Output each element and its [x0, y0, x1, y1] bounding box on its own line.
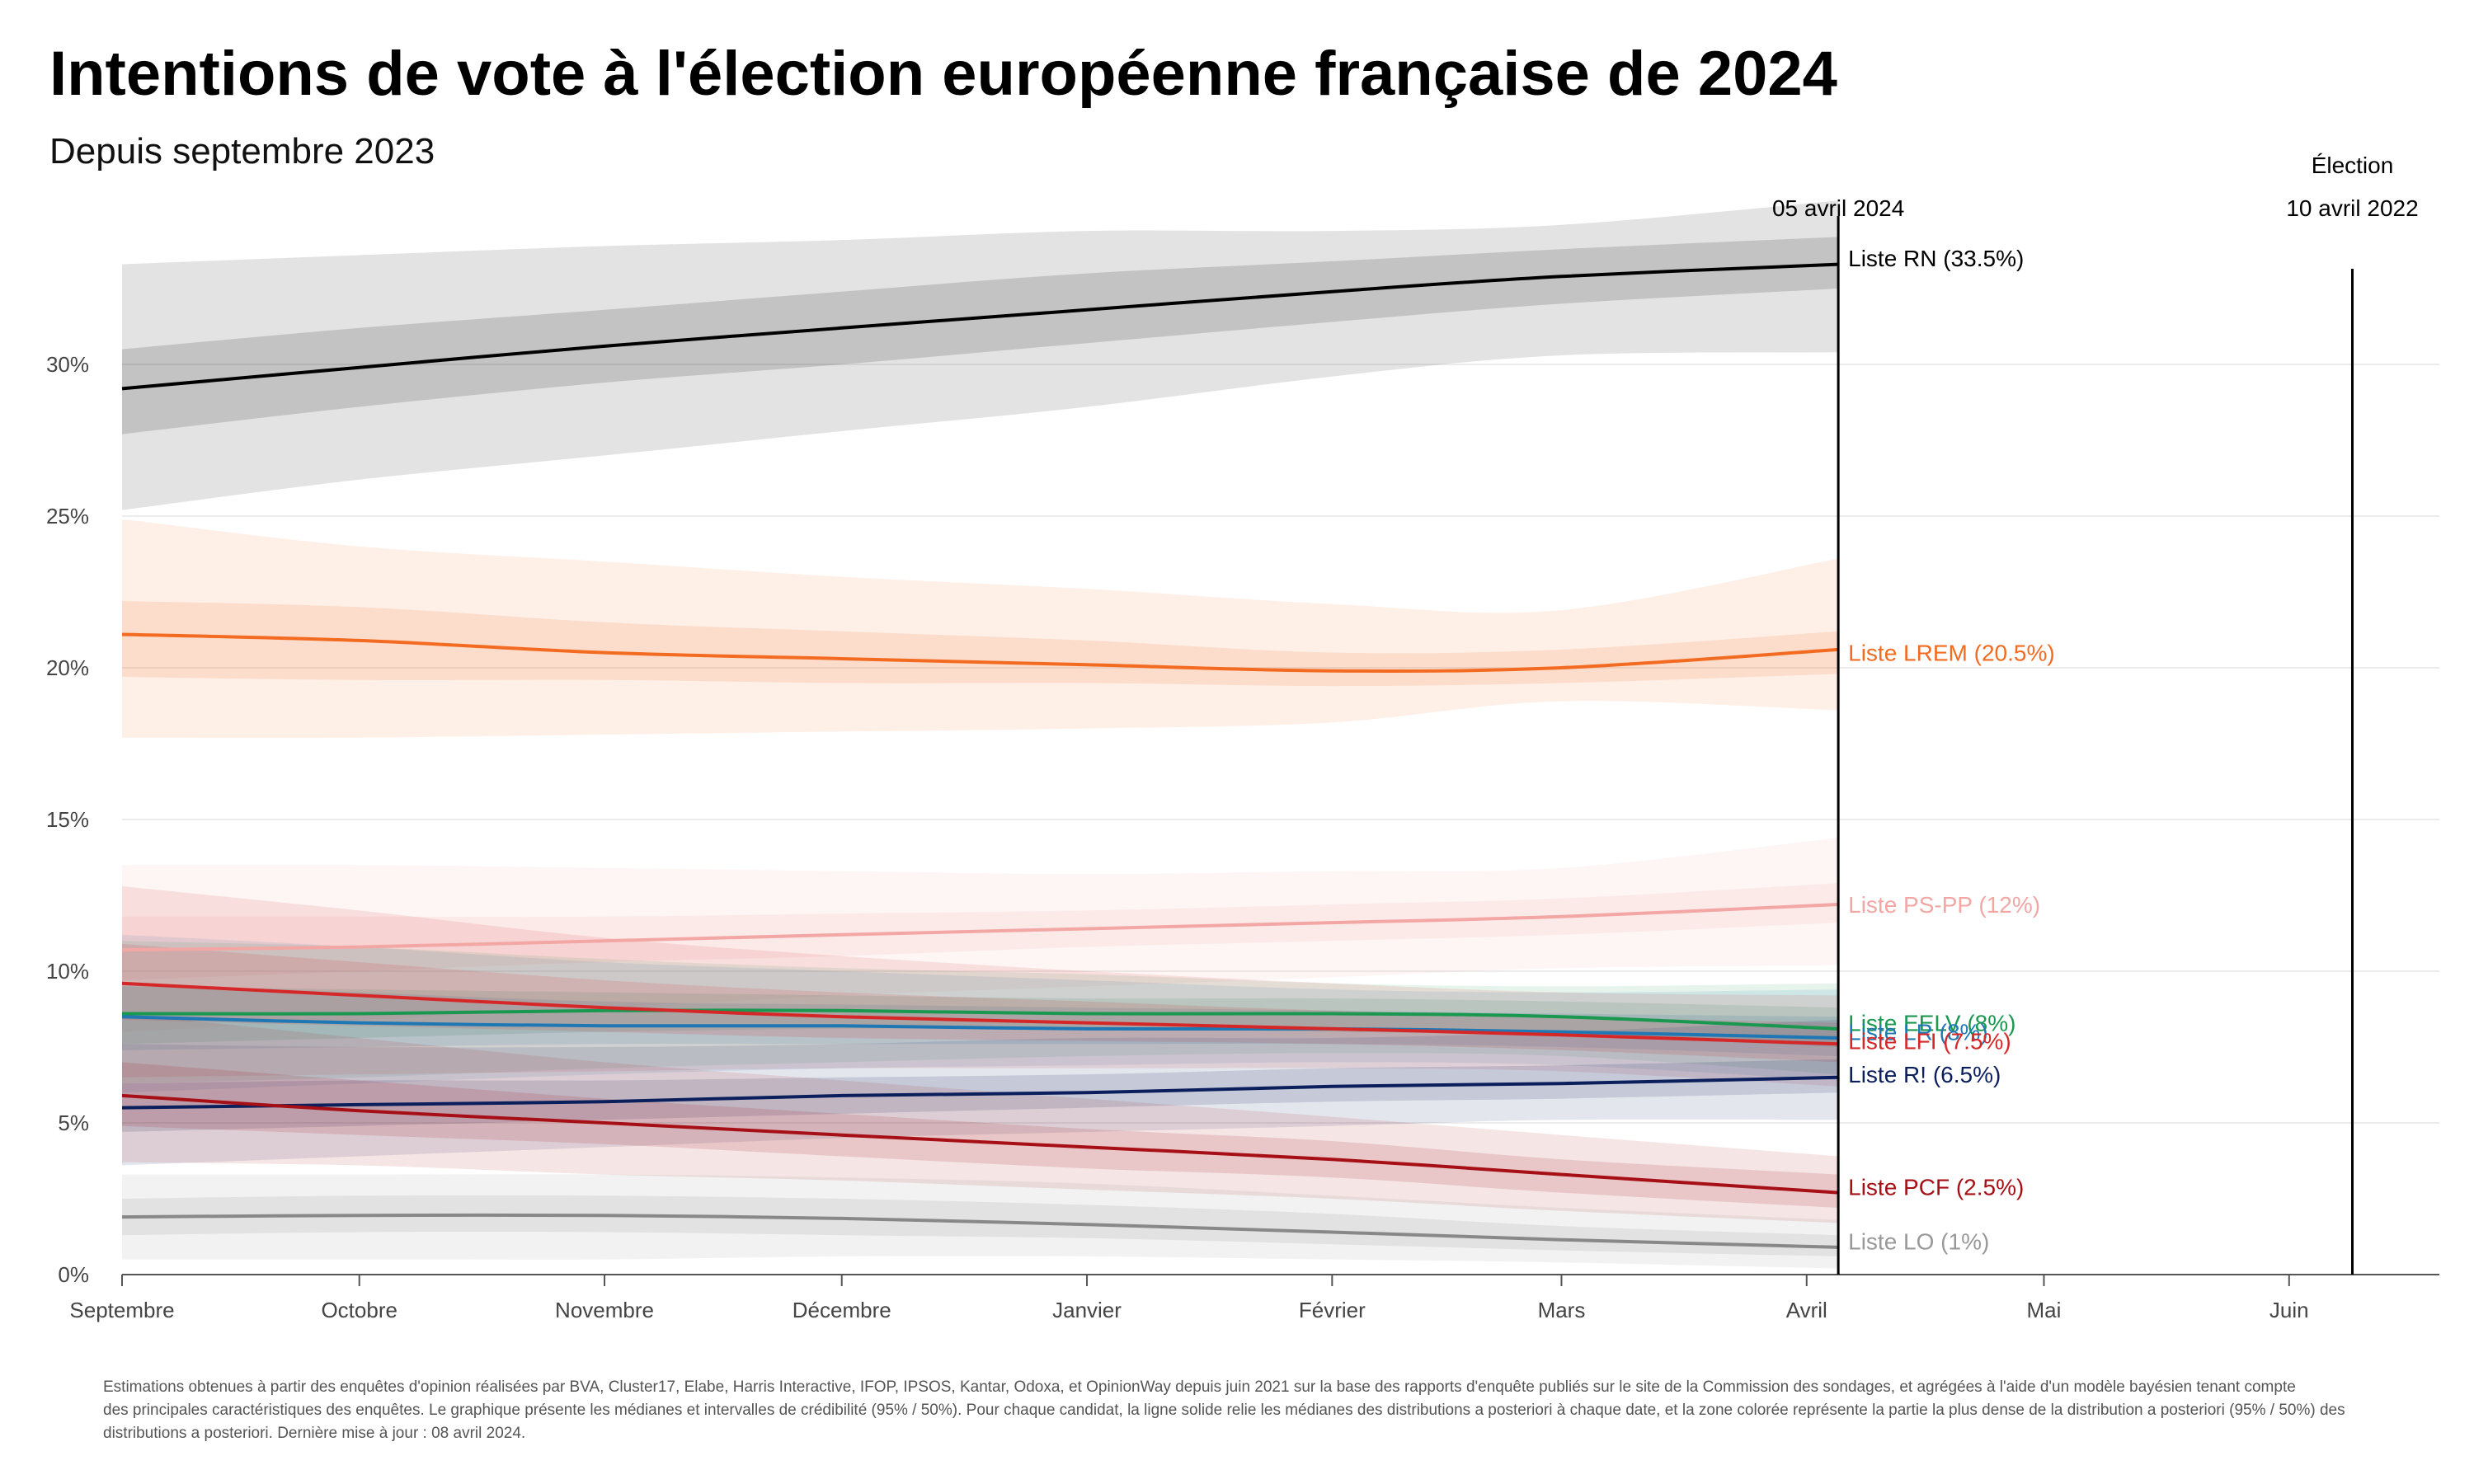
x-tick-label: Septembre [69, 1298, 174, 1322]
y-tick-label: 30% [46, 352, 89, 377]
x-tick-label: Avril [1786, 1298, 1827, 1322]
series-line-8 [121, 1213, 1839, 1249]
chart-subtitle: Depuis septembre 2023 [49, 131, 435, 171]
y-tick-label: 20% [46, 655, 89, 680]
y-tick-label: 0% [58, 1262, 89, 1287]
footnote-line: distributions a posteriori. Dernière mis… [103, 1425, 525, 1442]
marker-label-0: 05 avril 2024 [1772, 195, 1904, 221]
y-tick-label: 25% [46, 504, 89, 528]
band-95-5 [122, 886, 1839, 1087]
series-label-2: Liste PS-PP (12%) [1848, 892, 2040, 918]
grid-lines [122, 364, 2439, 1124]
marker-label-1: Élection [2312, 153, 2394, 178]
series-line-0 [121, 262, 1839, 391]
band-95-1 [122, 519, 1839, 738]
x-tick-label: Mars [1538, 1298, 1586, 1322]
axes: 0% 5% 10% 15% 20% 25% 30% Septembre Octobre Novem… [46, 352, 2439, 1322]
x-tick-label: Octobre [321, 1298, 397, 1322]
y-tick-label: 10% [46, 959, 89, 984]
band-95-2 [122, 838, 1839, 1032]
series-labels: Liste RN (33.5%) Liste LREM (20.5%) Liste … [1848, 246, 2055, 1254]
y-tick-label: 15% [46, 807, 89, 832]
series-label-0: Liste RN (33.5%) [1848, 246, 2024, 271]
credibility-bands [122, 200, 1839, 1269]
series-label-8: Liste LO (1%) [1848, 1229, 1989, 1255]
series-label-7: Liste PCF (2.5%) [1848, 1174, 2024, 1200]
x-tick-label: Janvier [1052, 1298, 1122, 1322]
band-50-7 [122, 1062, 1839, 1208]
x-tick-label: Novembre [555, 1298, 654, 1322]
series-label-5: Liste LFI (7.5%) [1848, 1029, 2011, 1054]
series-line-1 [121, 632, 1839, 673]
footnote-line: Estimations obtenues à partir des enquêt… [103, 1378, 2296, 1396]
band-50-8 [122, 1195, 1839, 1256]
series-label-1: Liste LREM (20.5%) [1848, 641, 2055, 666]
x-tick-label: Mai [2027, 1298, 2062, 1322]
series-label-6: Liste R! (6.5%) [1848, 1062, 2001, 1087]
band-50-1 [122, 601, 1839, 687]
band-95-7 [122, 1013, 1839, 1223]
date-markers: 05 avril 2024 Élection 10 avril 2022 [1772, 153, 2419, 1275]
chart-title: Intentions de vote à l'élection européen… [49, 39, 1837, 109]
band-95-0 [122, 200, 1839, 510]
series-line-7 [121, 1093, 1839, 1195]
x-tick-label: Décembre [793, 1298, 891, 1322]
band-50-5 [122, 943, 1839, 1063]
footnote: Estimations obtenues à partir des enquêt… [103, 1378, 2345, 1442]
series-line-6 [121, 1075, 1839, 1110]
y-tick-label: 5% [58, 1111, 89, 1135]
x-tick-label: Février [1299, 1298, 1366, 1322]
series-line-4 [121, 1015, 1839, 1040]
series-label-3: Liste EELV (8%) [1848, 1011, 2015, 1036]
footnote-line: des principales caractéristiques des enq… [103, 1402, 2345, 1419]
marker-label-1: 10 avril 2022 [2286, 195, 2418, 221]
x-tick-label: Juin [2269, 1298, 2309, 1322]
series-line-2 [121, 903, 1839, 952]
series-label-4: Liste LR (8%) [1848, 1020, 1988, 1045]
series-line-3 [121, 1008, 1839, 1031]
series-line-5 [121, 981, 1839, 1046]
median-lines [121, 262, 1839, 1249]
